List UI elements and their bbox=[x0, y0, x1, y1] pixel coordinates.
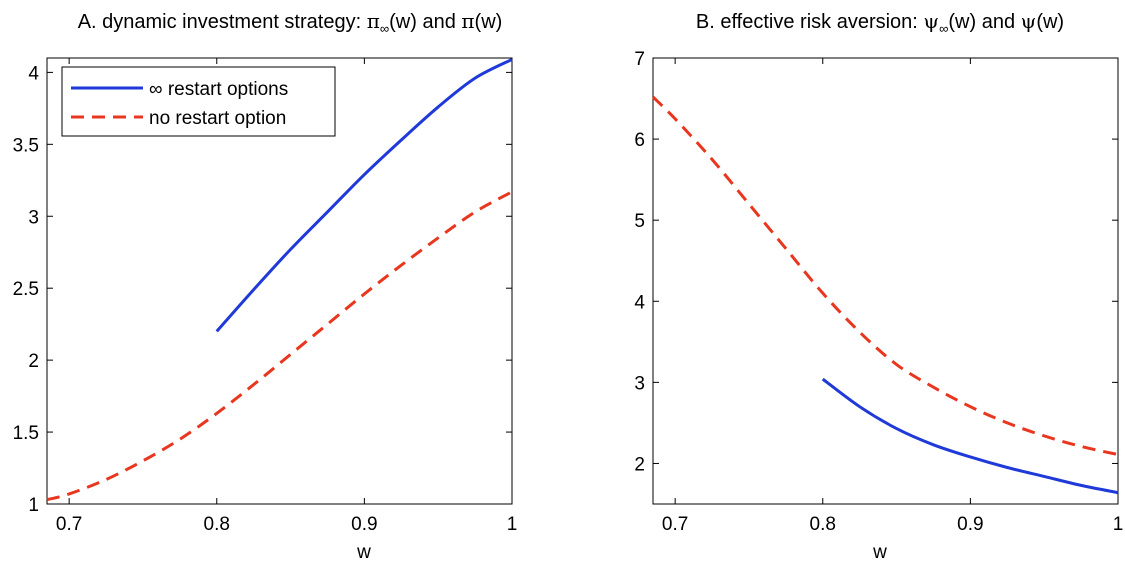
panel-b-ytick-label: 7 bbox=[634, 49, 645, 70]
panel-a-xtick-label: 0.8 bbox=[204, 514, 230, 535]
panel-b-xtick-label: 0.7 bbox=[662, 514, 688, 535]
panel-b-ytick-label: 5 bbox=[634, 211, 645, 232]
panel-b-series-restart-options bbox=[821, 377, 1119, 495]
panel-a-series-restart-options bbox=[215, 58, 513, 333]
legend-label-restart: ∞ restart options bbox=[149, 79, 288, 100]
panel-a-xlabel: w bbox=[356, 542, 371, 563]
panel-b-plot: 0.7 0.8 0.9 1 2 3 4 5 6 7 bbox=[634, 49, 1123, 535]
panel-a: A. dynamic investment strategy: π∞(w) an… bbox=[13, 9, 518, 563]
panel-a-ytick-label: 4 bbox=[28, 63, 39, 84]
panel-b-ytick-label: 3 bbox=[634, 373, 645, 394]
panel-a-ytick-label: 3 bbox=[28, 207, 39, 228]
legend-label-no-restart: no restart option bbox=[149, 108, 286, 129]
panel-b-title: B. effective risk aversion: ψ∞(w) and ψ(… bbox=[696, 9, 1064, 36]
panel-b: B. effective risk aversion: ψ∞(w) and ψ(… bbox=[634, 9, 1123, 563]
panel-a-ytick-label: 1.5 bbox=[13, 423, 39, 444]
panel-a-axes-box bbox=[46, 57, 513, 505]
panel-b-axes-box bbox=[652, 57, 1119, 505]
panel-a-ytick-label: 2.5 bbox=[13, 279, 39, 300]
panel-b-ytick-label: 4 bbox=[634, 292, 645, 313]
panel-a-plot: 0.7 0.8 0.9 1 1 1.5 2 2.5 3 3.5 4 bbox=[13, 57, 518, 535]
panel-a-ytick-label: 3.5 bbox=[13, 135, 39, 156]
panel-b-ytick-label: 6 bbox=[634, 130, 645, 151]
panel-b-xtick-label: 0.9 bbox=[957, 514, 983, 535]
panel-b-xlabel: w bbox=[872, 542, 887, 563]
panel-b-series-no-restart-option bbox=[651, 95, 1119, 456]
panel-a-ytick-label: 2 bbox=[28, 351, 39, 372]
panel-b-xtick-label: 1 bbox=[1113, 514, 1124, 535]
panel-a-series-no-restart-option bbox=[46, 190, 513, 502]
legend: ∞ restart options no restart option bbox=[61, 66, 336, 137]
panel-a-xtick-label: 0.7 bbox=[56, 514, 82, 535]
panel-a-xtick-label: 0.9 bbox=[351, 514, 377, 535]
panel-a-xtick-label: 1 bbox=[507, 514, 518, 535]
panel-a-ytick-label: 1 bbox=[28, 495, 39, 516]
legend-box bbox=[61, 66, 336, 137]
panel-a-title: A. dynamic investment strategy: π∞(w) an… bbox=[78, 9, 503, 36]
panel-b-ytick-label: 2 bbox=[634, 454, 645, 475]
panel-b-xtick-label: 0.8 bbox=[810, 514, 836, 535]
